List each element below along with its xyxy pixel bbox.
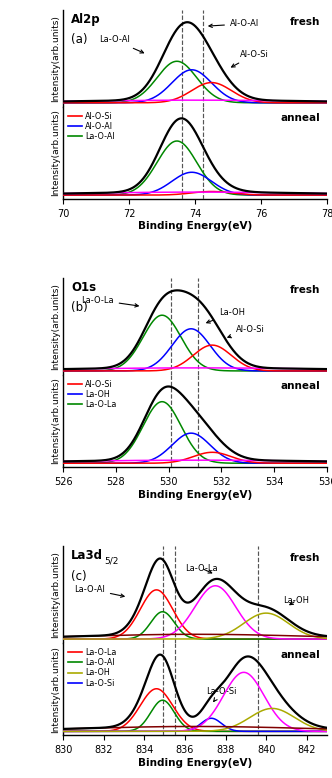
Text: (b): (b) [71,301,88,314]
Text: (c): (c) [71,569,87,583]
Text: Al-O-Si: Al-O-Si [228,324,265,338]
Text: La-O-Al: La-O-Al [99,36,143,53]
Text: anneal: anneal [281,114,320,123]
Y-axis label: Intensity(arb.units): Intensity(arb.units) [51,283,60,370]
Text: 5/2: 5/2 [104,556,119,565]
Legend: Al-O-Si, La-OH, La-O-La: Al-O-Si, La-OH, La-O-La [67,379,117,410]
Y-axis label: Intensity(arb.units): Intensity(arb.units) [51,646,60,733]
Text: (a): (a) [71,33,88,47]
Text: La-O-Si: La-O-Si [206,687,237,702]
Y-axis label: Intensity(arb.units): Intensity(arb.units) [51,552,60,638]
Y-axis label: Intensity(arb.units): Intensity(arb.units) [51,110,60,196]
Y-axis label: Intensity(arb.units): Intensity(arb.units) [51,15,60,102]
Text: fresh: fresh [290,553,320,563]
Text: La-O-Al: La-O-Al [74,584,124,598]
Text: anneal: anneal [281,381,320,391]
Text: La-OH: La-OH [284,596,309,605]
Text: Al-O-Al: Al-O-Al [209,19,259,28]
Text: La3d: La3d [71,549,103,562]
Text: anneal: anneal [281,650,320,660]
Y-axis label: Intensity(arb.units): Intensity(arb.units) [51,377,60,464]
Text: La-O-La: La-O-La [185,563,217,573]
Legend: Al-O-Si, Al-O-Al, La-O-Al: Al-O-Si, Al-O-Al, La-O-Al [67,110,115,142]
Legend: La-O-La, La-O-Al, La-OH, La-O-Si: La-O-La, La-O-Al, La-OH, La-O-Si [67,647,117,689]
X-axis label: Binding Energy(eV): Binding Energy(eV) [138,489,252,499]
Text: La-O-La: La-O-La [81,296,138,307]
Text: fresh: fresh [290,17,320,27]
X-axis label: Binding Energy(eV): Binding Energy(eV) [138,758,252,768]
Text: Al-O-Si: Al-O-Si [231,50,269,67]
Text: O1s: O1s [71,281,96,294]
Text: Al2p: Al2p [71,13,101,26]
Text: fresh: fresh [290,285,320,295]
Text: La-OH: La-OH [207,308,245,323]
X-axis label: Binding Energy(eV): Binding Energy(eV) [138,222,252,231]
